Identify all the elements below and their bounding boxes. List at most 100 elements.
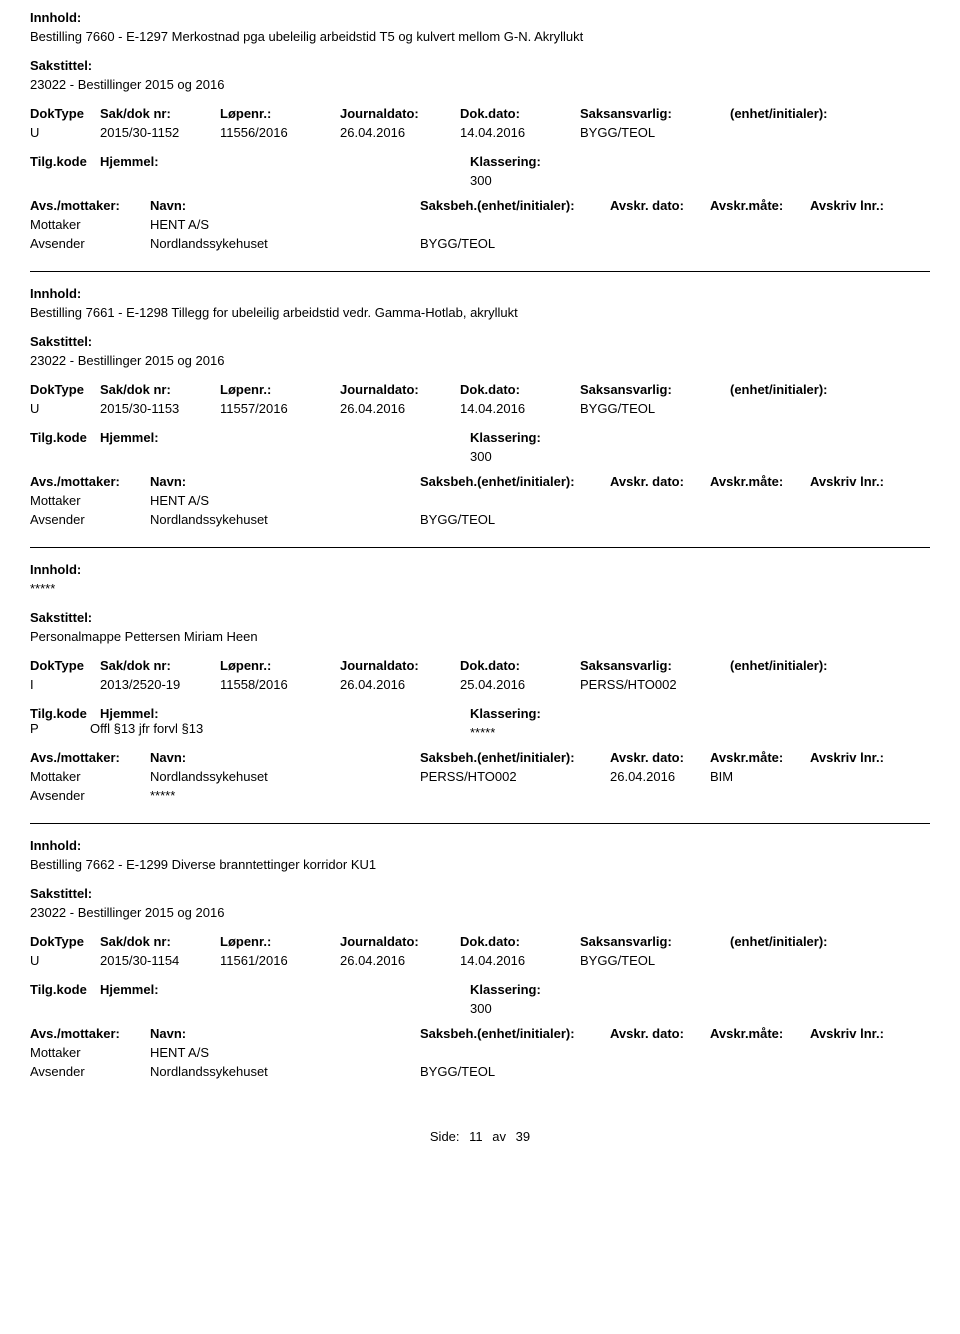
avskrmate-header: Avskr.måte: bbox=[710, 198, 810, 213]
dokdato-value: 14.04.2016 bbox=[460, 401, 580, 416]
journaldato-header: Journaldato: bbox=[340, 934, 460, 949]
enhet-header: (enhet/initialer): bbox=[730, 382, 870, 397]
party-row: AvsenderNordlandssykehusetBYGG/TEOL bbox=[30, 512, 930, 527]
innhold-text: Bestilling 7660 - E-1297 Merkostnad pga … bbox=[30, 29, 930, 44]
journaldato-value: 26.04.2016 bbox=[340, 677, 460, 692]
tilg-hjemmel-klass-row: Tilg.kodeHjemmel:Klassering:300 bbox=[30, 430, 930, 464]
avskrivlnr-header: Avskriv lnr.: bbox=[810, 474, 910, 489]
lopenr-header: Løpenr.: bbox=[220, 106, 340, 121]
sakstittel-label: Sakstittel: bbox=[30, 58, 930, 73]
party-saksbeh: BYGG/TEOL bbox=[420, 236, 610, 251]
klassering-value: 300 bbox=[470, 173, 930, 188]
party-name: HENT A/S bbox=[150, 493, 420, 508]
hjemmel-label: Hjemmel: bbox=[100, 982, 159, 997]
party-saksbeh: PERSS/HTO002 bbox=[420, 769, 610, 784]
dokdato-value: 25.04.2016 bbox=[460, 677, 580, 692]
saksbeh-header: Saksbeh.(enhet/initialer): bbox=[420, 1026, 610, 1041]
klassering-label: Klassering: bbox=[470, 706, 930, 721]
klassering-value: 300 bbox=[470, 1001, 930, 1016]
enhet-value bbox=[730, 125, 870, 140]
sakstittel-text: 23022 - Bestillinger 2015 og 2016 bbox=[30, 353, 930, 368]
avs-mottaker-header: Avs./mottaker:Navn:Saksbeh.(enhet/initia… bbox=[30, 198, 930, 213]
party-avskrdato bbox=[610, 217, 710, 232]
avs-mottaker-header: Avs./mottaker:Navn:Saksbeh.(enhet/initia… bbox=[30, 750, 930, 765]
entry-divider bbox=[30, 823, 930, 824]
innhold-text: Bestilling 7661 - E-1298 Tillegg for ube… bbox=[30, 305, 930, 320]
avs-mottaker-header: Avs./mottaker:Navn:Saksbeh.(enhet/initia… bbox=[30, 474, 930, 489]
navn-header: Navn: bbox=[150, 1026, 420, 1041]
tilgkode-label: Tilg.kode bbox=[30, 430, 100, 445]
saksansvarlig-value: BYGG/TEOL bbox=[580, 953, 730, 968]
navn-header: Navn: bbox=[150, 750, 420, 765]
sakdok-header: Sak/dok nr: bbox=[100, 382, 220, 397]
tilg-hjemmel-klass-row: Tilg.kodeHjemmel:Klassering:300 bbox=[30, 982, 930, 1016]
innhold-label: Innhold: bbox=[30, 838, 930, 853]
avskrdato-header: Avskr. dato: bbox=[610, 198, 710, 213]
party-saksbeh bbox=[420, 1045, 610, 1060]
doktype-value: U bbox=[30, 401, 100, 416]
lopenr-header: Løpenr.: bbox=[220, 658, 340, 673]
lopenr-value: 11557/2016 bbox=[220, 401, 340, 416]
klassering-value: 300 bbox=[470, 449, 930, 464]
sakstittel-label: Sakstittel: bbox=[30, 610, 930, 625]
lopenr-value: 11561/2016 bbox=[220, 953, 340, 968]
party-avskrivlnr bbox=[810, 1045, 910, 1060]
doc-header-row: DokTypeSak/dok nr:Løpenr.:Journaldato:Do… bbox=[30, 382, 930, 397]
dokdato-header: Dok.dato: bbox=[460, 382, 580, 397]
dokdato-header: Dok.dato: bbox=[460, 658, 580, 673]
lopenr-header: Løpenr.: bbox=[220, 934, 340, 949]
lopenr-value: 11558/2016 bbox=[220, 677, 340, 692]
party-avskrmate bbox=[710, 217, 810, 232]
doktype-header: DokType bbox=[30, 106, 100, 121]
sakdok-value: 2015/30-1154 bbox=[100, 953, 220, 968]
innhold-label: Innhold: bbox=[30, 562, 930, 577]
saksansvarlig-value: BYGG/TEOL bbox=[580, 401, 730, 416]
party-role: Avsender bbox=[30, 236, 150, 251]
saksbeh-header: Saksbeh.(enhet/initialer): bbox=[420, 750, 610, 765]
lopenr-value: 11556/2016 bbox=[220, 125, 340, 140]
party-avskrmate bbox=[710, 493, 810, 508]
party-avskrivlnr bbox=[810, 217, 910, 232]
navn-header: Navn: bbox=[150, 474, 420, 489]
tilg-hjemmel-labels: Tilg.kodeHjemmel: bbox=[30, 430, 470, 445]
klassering-label: Klassering: bbox=[470, 430, 930, 445]
party-avskrmate bbox=[710, 512, 810, 527]
saksbeh-header: Saksbeh.(enhet/initialer): bbox=[420, 198, 610, 213]
innhold-text: Bestilling 7662 - E-1299 Diverse brannte… bbox=[30, 857, 930, 872]
party-role: Mottaker bbox=[30, 217, 150, 232]
journaldato-value: 26.04.2016 bbox=[340, 953, 460, 968]
party-avskrivlnr bbox=[810, 769, 910, 784]
footer-page-total: 39 bbox=[516, 1129, 530, 1144]
party-avskrdato bbox=[610, 236, 710, 251]
hjemmel-value: Offl §13 jfr forvl §13 bbox=[90, 721, 470, 736]
doktype-header: DokType bbox=[30, 934, 100, 949]
party-avskrdato: 26.04.2016 bbox=[610, 769, 710, 784]
party-avskrdato bbox=[610, 1045, 710, 1060]
party-avskrivlnr bbox=[810, 788, 910, 803]
klassering-label: Klassering: bbox=[470, 154, 930, 169]
avskrivlnr-header: Avskriv lnr.: bbox=[810, 1026, 910, 1041]
hjemmel-label: Hjemmel: bbox=[100, 430, 159, 445]
party-name: Nordlandssykehuset bbox=[150, 1064, 420, 1079]
party-row: MottakerHENT A/S bbox=[30, 493, 930, 508]
doc-data-row: U2015/30-115311557/201626.04.201614.04.2… bbox=[30, 401, 930, 416]
tilgkode-label: Tilg.kode bbox=[30, 706, 100, 721]
entry-divider bbox=[30, 547, 930, 548]
party-avskrivlnr bbox=[810, 512, 910, 527]
avsmottaker-header: Avs./mottaker: bbox=[30, 750, 150, 765]
navn-header: Navn: bbox=[150, 198, 420, 213]
party-avskrmate bbox=[710, 236, 810, 251]
sakstittel-text: 23022 - Bestillinger 2015 og 2016 bbox=[30, 905, 930, 920]
journal-entry: Innhold: Bestilling 7662 - E-1299 Diverse… bbox=[30, 838, 930, 1079]
saksbeh-header: Saksbeh.(enhet/initialer): bbox=[420, 474, 610, 489]
party-saksbeh: BYGG/TEOL bbox=[420, 1064, 610, 1079]
party-name: HENT A/S bbox=[150, 217, 420, 232]
party-name: Nordlandssykehuset bbox=[150, 236, 420, 251]
party-avskrmate bbox=[710, 788, 810, 803]
party-saksbeh bbox=[420, 493, 610, 508]
enhet-value bbox=[730, 677, 870, 692]
enhet-value bbox=[730, 953, 870, 968]
dokdato-value: 14.04.2016 bbox=[460, 953, 580, 968]
avskrdato-header: Avskr. dato: bbox=[610, 474, 710, 489]
sakdok-value: 2015/30-1152 bbox=[100, 125, 220, 140]
